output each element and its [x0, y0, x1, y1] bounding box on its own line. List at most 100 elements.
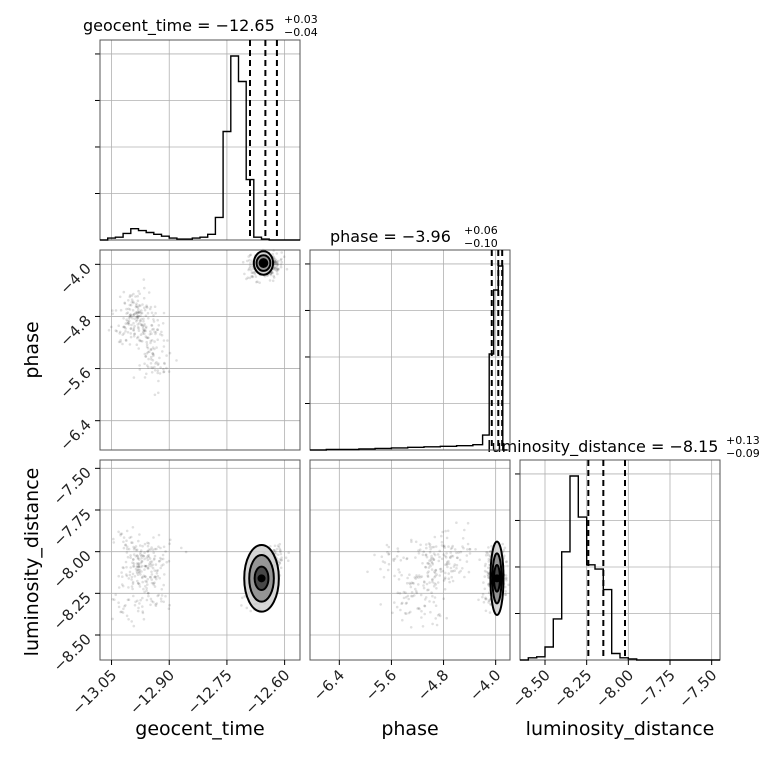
sample-point-phase-luminosity_distance [482, 600, 486, 604]
sample-point-phase-luminosity_distance [427, 566, 431, 569]
sample-point-geocent_time-phase [129, 327, 133, 330]
sample-point-geocent_time-luminosity_distance [128, 573, 132, 577]
sample-point-geocent_time-luminosity_distance [120, 610, 123, 614]
sample-point-geocent_time-luminosity_distance [137, 564, 141, 567]
sample-point-geocent_time-luminosity_distance [169, 538, 172, 542]
sample-point-geocent_time-phase [248, 254, 252, 257]
sample-point-phase-luminosity_distance [428, 559, 431, 562]
sample-point-phase-luminosity_distance [487, 553, 490, 557]
sample-point-geocent_time-luminosity_distance [276, 553, 280, 557]
sample-point-geocent_time-phase [153, 393, 157, 397]
sample-point-geocent_time-phase [147, 365, 150, 369]
sample-point-phase-luminosity_distance [434, 568, 438, 572]
sample-point-phase-luminosity_distance [419, 593, 423, 597]
sample-point-geocent_time-phase [149, 362, 153, 365]
sample-point-geocent_time-luminosity_distance [287, 559, 290, 562]
sample-point-geocent_time-phase [273, 259, 277, 263]
sample-point-phase-luminosity_distance [435, 587, 438, 590]
sample-point-geocent_time-luminosity_distance [147, 594, 150, 598]
sample-point-phase-luminosity_distance [417, 576, 420, 579]
sample-point-phase-luminosity_distance [424, 543, 428, 546]
sample-point-phase-luminosity_distance [426, 588, 429, 592]
sample-point-geocent_time-phase [250, 275, 253, 278]
ticklabel-x-phase-3: −4.0 [466, 666, 504, 704]
sample-point-geocent_time-luminosity_distance [131, 582, 135, 585]
sample-point-geocent_time-phase [143, 332, 146, 336]
sample-point-geocent_time-luminosity_distance [122, 536, 126, 539]
sample-point-geocent_time-phase [143, 362, 146, 366]
sample-point-geocent_time-luminosity_distance [138, 533, 141, 536]
sample-point-geocent_time-phase [138, 368, 142, 371]
sample-point-phase-luminosity_distance [401, 618, 404, 622]
sample-point-geocent_time-luminosity_distance [127, 618, 130, 621]
sample-point-geocent_time-phase [271, 279, 275, 283]
sample-point-phase-luminosity_distance [417, 574, 421, 577]
sample-point-geocent_time-phase [275, 270, 279, 273]
sample-point-phase-luminosity_distance [443, 577, 447, 581]
sample-point-phase-luminosity_distance [459, 569, 463, 573]
sample-point-phase-luminosity_distance [487, 546, 490, 549]
sample-point-geocent_time-luminosity_distance [112, 537, 115, 541]
sample-point-geocent_time-phase [147, 291, 151, 294]
sample-point-phase-luminosity_distance [433, 571, 437, 575]
sample-point-geocent_time-luminosity_distance [138, 602, 141, 605]
sample-point-geocent_time-phase [142, 329, 146, 333]
sample-point-geocent_time-phase [136, 314, 140, 318]
sample-point-phase-luminosity_distance [442, 545, 446, 548]
sample-point-geocent_time-phase [154, 332, 157, 336]
sample-point-phase-luminosity_distance [418, 607, 421, 611]
sample-point-geocent_time-phase [132, 328, 135, 332]
sample-point-geocent_time-phase [276, 268, 280, 272]
sample-point-phase-luminosity_distance [455, 551, 458, 555]
sample-point-geocent_time-luminosity_distance [132, 624, 136, 628]
sample-point-geocent_time-phase [118, 295, 122, 299]
sample-point-geocent_time-phase [131, 300, 135, 304]
sample-point-geocent_time-luminosity_distance [130, 585, 134, 588]
sample-point-geocent_time-luminosity_distance [141, 580, 144, 584]
sample-point-geocent_time-luminosity_distance [146, 554, 150, 558]
sample-point-geocent_time-phase [149, 341, 152, 345]
sample-point-geocent_time-phase [135, 343, 139, 347]
sample-point-geocent_time-phase [159, 333, 162, 336]
sample-point-geocent_time-phase [160, 333, 164, 337]
sample-point-phase-luminosity_distance [458, 558, 462, 562]
sample-point-phase-luminosity_distance [409, 585, 413, 589]
sample-point-geocent_time-phase [144, 335, 148, 338]
sample-point-phase-luminosity_distance [429, 558, 433, 562]
sample-point-geocent_time-phase [150, 358, 153, 361]
sample-point-geocent_time-phase [275, 264, 279, 268]
sample-point-geocent_time-phase [127, 323, 131, 326]
sample-point-phase-luminosity_distance [447, 562, 451, 565]
sample-point-geocent_time-luminosity_distance [121, 584, 125, 588]
sample-point-phase-luminosity_distance [455, 556, 459, 560]
sample-point-phase-luminosity_distance [383, 561, 387, 564]
sample-point-phase-luminosity_distance [445, 552, 448, 555]
sample-point-geocent_time-luminosity_distance [162, 600, 165, 604]
sample-point-geocent_time-luminosity_distance [135, 554, 139, 557]
sample-point-geocent_time-luminosity_distance [122, 607, 125, 611]
sample-point-phase-luminosity_distance [505, 560, 509, 563]
sample-point-phase-luminosity_distance [417, 549, 420, 552]
sample-point-phase-luminosity_distance [457, 551, 460, 554]
sample-point-geocent_time-luminosity_distance [120, 583, 124, 586]
histogram-phase [310, 265, 508, 451]
sample-point-geocent_time-phase [137, 347, 140, 350]
sample-point-phase-luminosity_distance [393, 601, 396, 604]
sample-point-geocent_time-phase [275, 267, 279, 270]
sample-point-phase-luminosity_distance [396, 547, 400, 550]
sample-point-geocent_time-phase [249, 266, 252, 269]
sample-point-phase-luminosity_distance [391, 611, 394, 615]
sample-point-phase-luminosity_distance [409, 626, 413, 629]
sample-point-geocent_time-luminosity_distance [142, 554, 146, 558]
sample-point-geocent_time-luminosity_distance [168, 603, 171, 607]
sample-point-geocent_time-luminosity_distance [160, 558, 163, 561]
sample-point-phase-luminosity_distance [419, 575, 422, 579]
sample-point-geocent_time-luminosity_distance [125, 529, 129, 533]
sample-point-phase-luminosity_distance [407, 597, 411, 601]
sample-point-geocent_time-luminosity_distance [119, 534, 122, 537]
sample-point-geocent_time-luminosity_distance [143, 542, 147, 546]
sample-point-geocent_time-luminosity_distance [274, 552, 278, 555]
sample-point-geocent_time-phase [129, 315, 133, 318]
sample-point-geocent_time-phase [162, 370, 165, 374]
sample-point-geocent_time-luminosity_distance [141, 596, 144, 600]
